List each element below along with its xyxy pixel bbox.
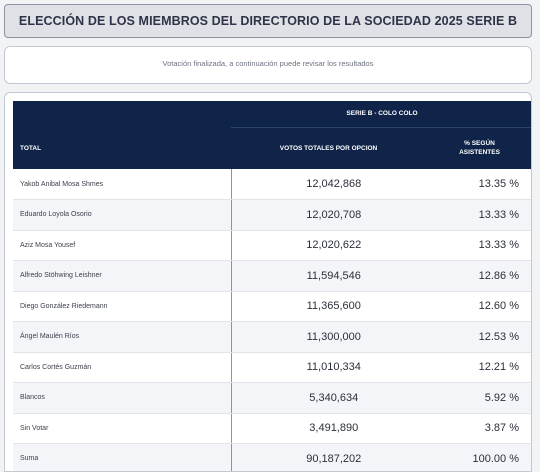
page-title: ELECCIÓN DE LOS MIEMBROS DEL DIRECTORIO … bbox=[4, 4, 532, 38]
vote-percent: 13.33 % bbox=[426, 199, 531, 231]
vote-percent: 5.92 % bbox=[426, 382, 531, 414]
vote-count: 12,042,868 bbox=[230, 169, 426, 200]
status-notice: Votación finalizada, a continuación pued… bbox=[4, 46, 532, 84]
table-row: Eduardo Loyola Osorio 12,020,708 13.33 % bbox=[13, 199, 531, 231]
column-header-votes: VOTOS TOTALES POR OPCION bbox=[231, 127, 426, 169]
table-row: Sin Votar 3,491,890 3.87 % bbox=[13, 413, 531, 444]
vote-count: 11,010,334 bbox=[230, 352, 426, 383]
notice-text: Votación finalizada, a continuación pued… bbox=[162, 59, 374, 68]
vote-count: 3,491,890 bbox=[230, 413, 426, 444]
candidate-name: Ángel Maulén Ríos bbox=[13, 321, 231, 353]
candidate-name: Carlos Cortés Guzmán bbox=[13, 352, 231, 383]
table-row: Aziz Mosa Yousef 12,020,622 13.33 % bbox=[13, 230, 531, 261]
vote-count: 5,340,634 bbox=[230, 382, 426, 414]
vote-percent: 12.60 % bbox=[426, 291, 531, 322]
vote-count: 12,020,622 bbox=[230, 230, 426, 261]
vote-count: 11,300,000 bbox=[230, 321, 426, 353]
vote-percent: 12.53 % bbox=[426, 321, 531, 353]
table-row: Alfredo Stöhwing Leishner 11,594,546 12.… bbox=[13, 260, 531, 292]
table-header-row-top: SERIE B - COLO COLO bbox=[13, 101, 531, 128]
candidate-name: Aziz Mosa Yousef bbox=[13, 230, 231, 261]
vote-percent: 13.35 % bbox=[426, 169, 531, 200]
candidate-name: Diego González Riedemann bbox=[13, 291, 231, 322]
table-row: Ángel Maulén Ríos 11,300,000 12.53 % bbox=[13, 321, 531, 353]
vote-count: 12,020,708 bbox=[230, 199, 426, 231]
results-card: SERIE B - COLO COLO TOTAL VOTOS TOTALES … bbox=[4, 92, 532, 472]
candidate-name: Eduardo Loyola Osorio bbox=[13, 199, 231, 231]
total-label: Suma bbox=[13, 443, 231, 471]
vote-count: 11,365,600 bbox=[230, 291, 426, 322]
column-header-total: TOTAL bbox=[13, 127, 231, 169]
table-row-total: Suma 90,187,202 100.00 % bbox=[13, 443, 531, 471]
vote-percent: 12.21 % bbox=[426, 352, 531, 383]
column-header-percent: % SEGÚN ASISTENTES bbox=[426, 127, 531, 169]
column-header-percent-line1: % SEGÚN bbox=[464, 140, 495, 148]
vote-count: 11,594,546 bbox=[230, 260, 426, 292]
column-header-percent-line2: ASISTENTES bbox=[459, 149, 500, 157]
vote-percent: 13.33 % bbox=[426, 230, 531, 261]
total-percent: 100.00 % bbox=[426, 443, 531, 471]
option-name: Sin Votar bbox=[13, 413, 231, 444]
table-row: Diego González Riedemann 11,365,600 12.6… bbox=[13, 291, 531, 322]
table-row: Carlos Cortés Guzmán 11,010,334 12.21 % bbox=[13, 352, 531, 383]
option-name: Blancos bbox=[13, 382, 231, 414]
results-table: SERIE B - COLO COLO TOTAL VOTOS TOTALES … bbox=[13, 101, 531, 471]
total-votes: 90,187,202 bbox=[230, 443, 426, 471]
vote-percent: 12.86 % bbox=[426, 260, 531, 292]
table-header-row: TOTAL VOTOS TOTALES POR OPCION % SEGÚN A… bbox=[13, 127, 531, 169]
table-row: Yakob Anibal Mosa Shmes 12,042,868 13.35… bbox=[13, 169, 531, 200]
candidate-name: Yakob Anibal Mosa Shmes bbox=[13, 169, 231, 200]
candidate-name: Alfredo Stöhwing Leishner bbox=[13, 260, 231, 292]
vote-percent: 3.87 % bbox=[426, 413, 531, 444]
table-row: Blancos 5,340,634 5.92 % bbox=[13, 382, 531, 414]
header-spacer bbox=[13, 101, 231, 127]
series-label: SERIE B - COLO COLO bbox=[231, 101, 531, 128]
